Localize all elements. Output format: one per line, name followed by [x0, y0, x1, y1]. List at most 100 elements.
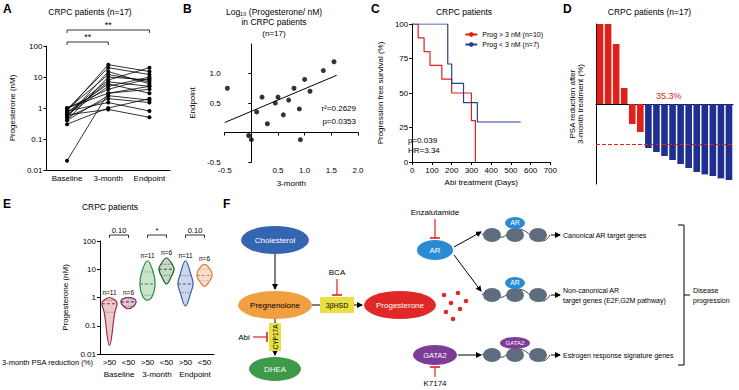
- svg-text:A: A: [3, 2, 12, 16]
- svg-text:0.1: 0.1: [85, 321, 97, 330]
- svg-text:0: 0: [404, 158, 409, 167]
- svg-text:BCA: BCA: [329, 268, 346, 277]
- svg-text:1: 1: [38, 104, 43, 113]
- svg-text:600: 600: [524, 166, 538, 175]
- svg-text:B: B: [183, 2, 192, 16]
- svg-text:n=6: n=6: [199, 255, 210, 262]
- svg-text:0.5: 0.5: [272, 166, 284, 175]
- svg-text:Progesterone (nM): Progesterone (nM): [8, 74, 17, 141]
- svg-text:1.0: 1.0: [210, 69, 222, 78]
- svg-text:CRPC patients: CRPC patients: [436, 7, 492, 17]
- svg-text:Cholesterol: Cholesterol: [255, 236, 296, 245]
- svg-text:<50: <50: [198, 358, 212, 367]
- svg-text:progression: progression: [693, 297, 730, 305]
- svg-text:500: 500: [504, 166, 518, 175]
- svg-text:200: 200: [445, 166, 459, 175]
- svg-text:Progesterone: Progesterone: [376, 301, 425, 310]
- svg-text:Disease: Disease: [693, 287, 718, 294]
- svg-text:3-month treatment (%): 3-month treatment (%): [576, 64, 585, 144]
- svg-text:GATA2: GATA2: [506, 340, 525, 346]
- svg-text:Log₁₀ (Progesterone/ nM): Log₁₀ (Progesterone/ nM): [226, 7, 322, 17]
- svg-text:E: E: [3, 197, 11, 211]
- svg-text:700: 700: [544, 166, 558, 175]
- svg-text:75: 75: [399, 54, 408, 63]
- svg-text:10: 10: [34, 73, 43, 82]
- svg-text:AR: AR: [510, 279, 520, 286]
- svg-text:*: *: [156, 226, 159, 235]
- svg-text:Abi: Abi: [238, 333, 250, 342]
- svg-text:0.01: 0.01: [27, 166, 43, 175]
- svg-text:<50: <50: [160, 358, 174, 367]
- svg-text:Canonical AR target genes: Canonical AR target genes: [563, 232, 647, 240]
- svg-text:3-month PSA reduction (%): 3-month PSA reduction (%): [2, 358, 93, 367]
- svg-text:0.10: 0.10: [188, 226, 203, 235]
- svg-text:Endpoint: Endpoint: [179, 370, 211, 379]
- svg-text:2.0: 2.0: [352, 166, 364, 175]
- svg-text:(n=17): (n=17): [262, 29, 286, 38]
- svg-text:AR: AR: [429, 246, 440, 255]
- svg-text:100: 100: [83, 237, 97, 246]
- svg-text:100: 100: [29, 42, 43, 51]
- svg-text:3-month: 3-month: [94, 174, 123, 183]
- svg-text:Enzalutamide: Enzalutamide: [411, 208, 460, 217]
- svg-text:1.5: 1.5: [326, 166, 338, 175]
- svg-text:n=11: n=11: [178, 252, 193, 259]
- svg-text:400: 400: [484, 166, 498, 175]
- svg-text:10: 10: [87, 265, 96, 274]
- svg-text:0.5: 0.5: [210, 99, 222, 108]
- svg-text:**: **: [84, 32, 92, 42]
- svg-text:Pregnenolone: Pregnenolone: [250, 301, 300, 310]
- svg-text:1: 1: [92, 293, 97, 302]
- svg-text:in CRPC patients: in CRPC patients: [241, 17, 306, 27]
- svg-text:35.3%: 35.3%: [656, 91, 682, 101]
- svg-text:Abi treatment (Days): Abi treatment (Days): [445, 178, 519, 187]
- svg-text:3βHSD: 3βHSD: [326, 302, 349, 310]
- svg-text:n=11: n=11: [140, 252, 155, 259]
- svg-text:>50: >50: [141, 358, 155, 367]
- svg-text:0: 0: [410, 166, 415, 175]
- svg-text:Baseline: Baseline: [52, 174, 83, 183]
- svg-text:Endpoint: Endpoint: [188, 86, 197, 118]
- svg-text:-0.5: -0.5: [218, 166, 232, 175]
- svg-text:CRPC patients (n=17): CRPC patients (n=17): [608, 7, 692, 17]
- svg-text:GATA2: GATA2: [423, 351, 446, 360]
- svg-text:Endpoint: Endpoint: [134, 174, 166, 183]
- svg-text:50: 50: [399, 89, 408, 98]
- svg-text:<50: <50: [122, 358, 136, 367]
- svg-text:100: 100: [425, 166, 439, 175]
- svg-text:1.0: 1.0: [299, 166, 311, 175]
- svg-text:>50: >50: [179, 358, 193, 367]
- svg-text:n=6: n=6: [161, 249, 172, 256]
- svg-text:3-month: 3-month: [277, 179, 306, 188]
- svg-text:Baseline: Baseline: [104, 370, 135, 379]
- svg-text:DHEA: DHEA: [264, 365, 287, 374]
- svg-text:AR: AR: [510, 219, 520, 226]
- svg-text:K7174: K7174: [423, 379, 447, 388]
- svg-text:CYP17A: CYP17A: [272, 324, 279, 350]
- svg-text:Progression free survival (%): Progression free survival (%): [376, 41, 385, 144]
- svg-text:3-month: 3-month: [142, 370, 171, 379]
- svg-text:0.10: 0.10: [112, 226, 127, 235]
- svg-text:CRPC patients: CRPC patients: [82, 202, 138, 212]
- svg-text:n=6: n=6: [123, 289, 134, 296]
- svg-text:C: C: [371, 2, 380, 16]
- svg-text:Prog < 3 nM (n=7): Prog < 3 nM (n=7): [482, 41, 539, 49]
- svg-text:Prog > 3 nM (n=10): Prog > 3 nM (n=10): [482, 31, 543, 39]
- svg-text:r²=0.2629: r²=0.2629: [322, 104, 357, 113]
- svg-text:F: F: [223, 197, 230, 211]
- svg-text:p=0.039: p=0.039: [408, 136, 438, 145]
- svg-text:target genes (E2F,G2M pathway): target genes (E2F,G2M pathway): [563, 297, 666, 305]
- svg-text:Estrogen response signature ge: Estrogen response signature genes: [563, 352, 674, 360]
- svg-text:D: D: [563, 2, 572, 16]
- svg-text:HR=3.34: HR=3.34: [408, 146, 440, 155]
- svg-text:CRPC patients (n=17): CRPC patients (n=17): [48, 7, 132, 17]
- svg-text:>50: >50: [103, 358, 117, 367]
- svg-text:25: 25: [399, 123, 408, 132]
- svg-text:**: **: [105, 20, 113, 30]
- svg-text:300: 300: [465, 166, 479, 175]
- svg-text:100: 100: [395, 20, 409, 29]
- svg-text:Non-canonical AR: Non-canonical AR: [563, 287, 619, 294]
- svg-text:0.1: 0.1: [31, 135, 43, 144]
- svg-text:Progesterone (nM): Progesterone (nM): [61, 264, 70, 331]
- svg-text:p=0.0353: p=0.0353: [322, 117, 356, 126]
